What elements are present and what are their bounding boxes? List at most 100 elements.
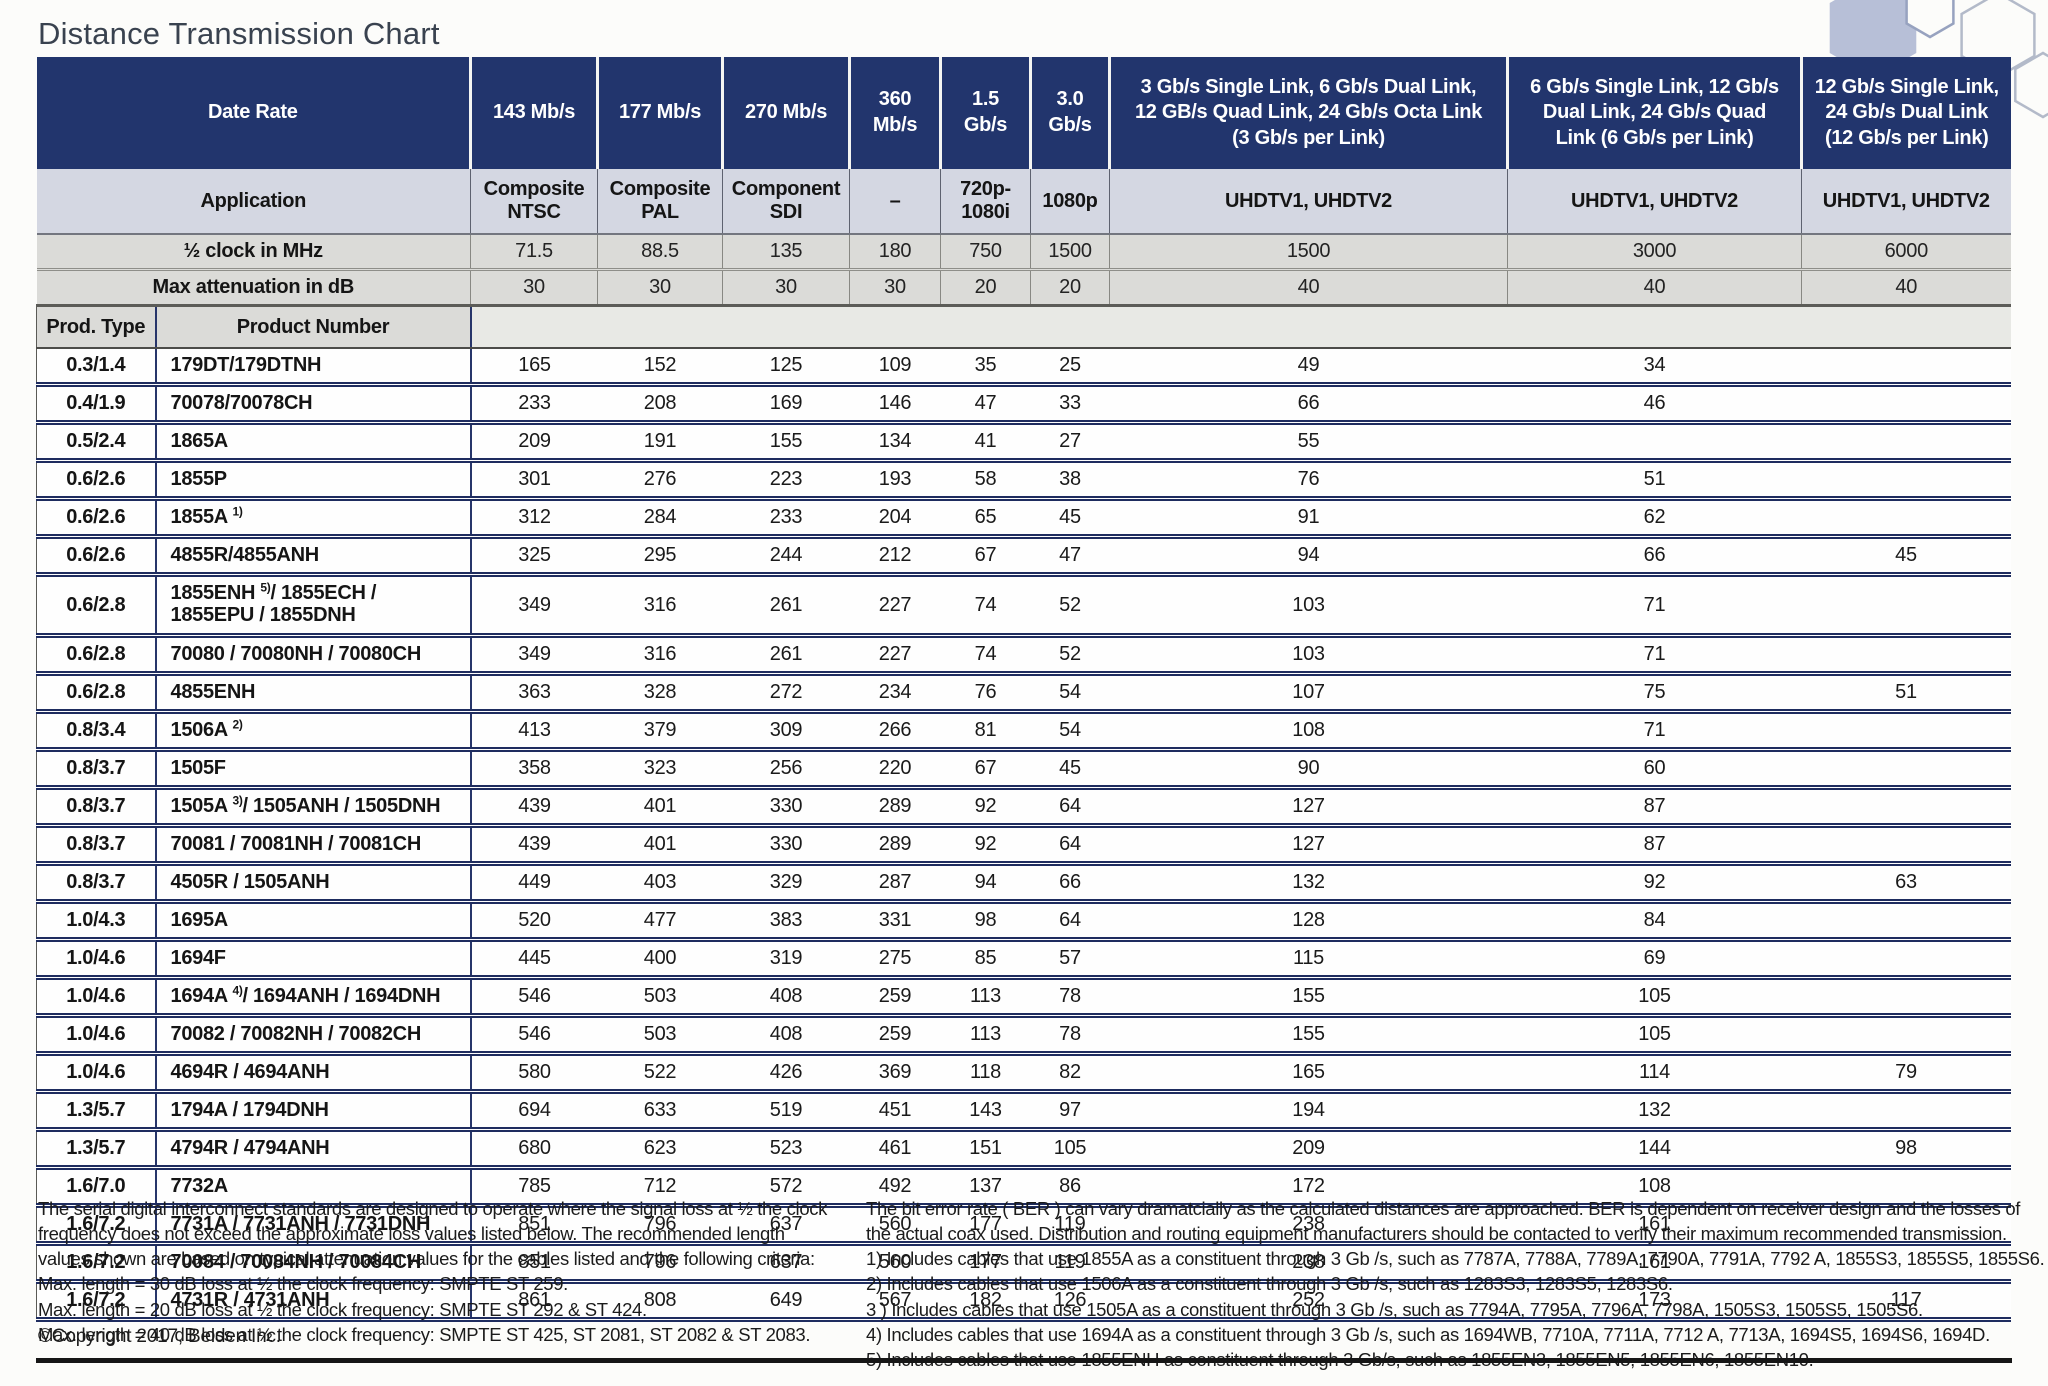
value-cell: 64 [1030, 787, 1110, 828]
prod-type-cell: 1.6/7.2 [36, 1205, 157, 1246]
value-cell: 284 [597, 498, 723, 539]
value-cell: 165 [470, 348, 598, 387]
value-cell: 560 [849, 1205, 941, 1246]
footnote-line: The bit error rate ( BER ) can vary dram… [866, 1198, 2021, 1219]
prod-type-cell: 0.8/3.7 [36, 825, 157, 866]
value-cell: 144 [1507, 1129, 1802, 1170]
value-cell: 94 [940, 863, 1031, 904]
value-cell: 155 [722, 422, 850, 463]
value-cell: 289 [849, 787, 941, 828]
value-cell: 103 [1109, 574, 1508, 638]
value-cell: 379 [597, 711, 723, 752]
value-cell: 560 [849, 1243, 941, 1284]
value-cell: 155 [1109, 1015, 1508, 1056]
product-number-cell: 1505F [155, 749, 472, 790]
value-cell: 861 [470, 1281, 598, 1322]
value-cell: 65 [940, 498, 1031, 539]
value-cell: 47 [940, 384, 1031, 425]
prod-type-cell: 0.6/2.8 [36, 673, 157, 714]
value-cell: 401 [597, 825, 723, 866]
value-cell: 71 [1507, 635, 1802, 676]
attenuation-value-cell: 40 [1109, 269, 1508, 307]
value-cell: 522 [597, 1053, 723, 1094]
value-cell: 52 [1030, 574, 1110, 638]
value-cell: 137 [940, 1167, 1031, 1208]
footnote-line: 1) Includes cables that use 1855A as a c… [866, 1248, 2045, 1270]
table-row: 0.6/2.6 4855R/4855ANH 325 295 244 212 67 47 94 66… [36, 536, 2011, 577]
table-row: 0.8/3.7 1505F 358 323 256 220 67 45 90 60 [36, 749, 2011, 790]
table-row: 0.6/2.6 1855A 1) 312 284 233 204 65 45 91 62 [36, 498, 2011, 539]
value-cell: 358 [470, 749, 598, 790]
application-cell: – [849, 169, 941, 235]
application-cell: Composite PAL [597, 169, 723, 235]
product-number-cell: 1506A 2) [155, 711, 472, 752]
value-cell: 97 [1030, 1091, 1110, 1132]
value-cell: 408 [722, 977, 850, 1018]
prod-type-cell: 0.8/3.7 [36, 749, 157, 790]
product-number-cell: 1794A / 1794DNH [155, 1091, 472, 1132]
value-cell: 272 [722, 673, 850, 714]
outline-hexagon-clipped [2014, 51, 2048, 119]
value-cell: 71 [1507, 711, 1802, 752]
value-cell: 98 [940, 901, 1031, 942]
value-cell: 132 [1507, 1091, 1802, 1132]
value-cell: 851 [470, 1205, 598, 1246]
value-cell: 117 [1801, 1281, 2011, 1322]
value-cell: 66 [1109, 384, 1508, 425]
value-cell: 233 [722, 498, 850, 539]
value-cell: 580 [470, 1053, 598, 1094]
value-cell: 127 [1109, 825, 1508, 866]
value-cell [1801, 825, 2011, 866]
value-cell: 108 [1109, 711, 1508, 752]
footnote-line: Max. length = 30 dB loss at ½ the clock … [38, 1273, 568, 1295]
value-cell: 35 [940, 348, 1031, 387]
value-cell [1801, 635, 2011, 676]
rate-header-cell: 12 Gb/s Single Link, 24 Gb/s Dual Link (… [1801, 57, 2011, 169]
footnote-left: The serial digital interconnect standard… [38, 1196, 873, 1347]
attenuation-value-cell: 30 [597, 269, 723, 307]
value-cell: 165 [1109, 1053, 1508, 1094]
value-cell: 316 [597, 635, 723, 676]
value-cell [1801, 498, 2011, 539]
value-cell: 75 [1507, 673, 1802, 714]
value-cell: 41 [940, 422, 1031, 463]
value-cell: 408 [722, 1015, 850, 1056]
value-cell: 520 [470, 901, 598, 942]
value-cell: 209 [470, 422, 598, 463]
product-number-cell: 4505R / 1505ANH [155, 863, 472, 904]
value-cell: 146 [849, 384, 941, 425]
value-cell: 119 [1030, 1243, 1110, 1284]
table-row: 0.8/3.7 1505A 3)/ 1505ANH / 1505DNH 439 401… [36, 787, 2011, 828]
value-cell: 86 [1030, 1167, 1110, 1208]
value-cell: 519 [722, 1091, 850, 1132]
outline-hexagon-small [1905, 0, 1955, 39]
max-attenuation-label: Max attenuation in dB [36, 269, 471, 307]
value-cell: 325 [470, 536, 598, 577]
value-cell: 309 [722, 711, 850, 752]
value-cell: 194 [1109, 1091, 1508, 1132]
value-cell: 87 [1507, 825, 1802, 866]
product-number-cell: 1855ENH 5)/ 1855ECH / 1855EPU / 1855DNH [155, 574, 472, 638]
value-cell: 461 [849, 1129, 941, 1170]
value-cell: 63 [1801, 863, 2011, 904]
value-cell: 60 [1507, 749, 1802, 790]
table-row: 0.6/2.8 70080 / 70080NH / 70080CH 349 316 26… [36, 635, 2011, 676]
product-number-cell: 70081 / 70081NH / 70081CH [155, 825, 472, 866]
attenuation-value-cell: 30 [722, 269, 850, 307]
product-number-cell: 1695A [155, 901, 472, 942]
value-cell: 449 [470, 863, 598, 904]
value-cell: 266 [849, 711, 941, 752]
value-cell: 451 [849, 1091, 941, 1132]
value-cell: 212 [849, 536, 941, 577]
value-cell: 76 [1109, 460, 1508, 501]
prod-type-cell: 0.6/2.6 [36, 498, 157, 539]
value-cell: 74 [940, 635, 1031, 676]
footnote-line: values shown are based on typical attenu… [38, 1248, 815, 1270]
value-cell: 119 [1030, 1205, 1110, 1246]
value-cell: 330 [722, 787, 850, 828]
value-cell [1801, 977, 2011, 1018]
value-cell: 238 [1109, 1243, 1508, 1284]
value-cell: 369 [849, 1053, 941, 1094]
value-cell: 209 [1109, 1129, 1508, 1170]
clock-value-cell: 1500 [1109, 234, 1508, 271]
